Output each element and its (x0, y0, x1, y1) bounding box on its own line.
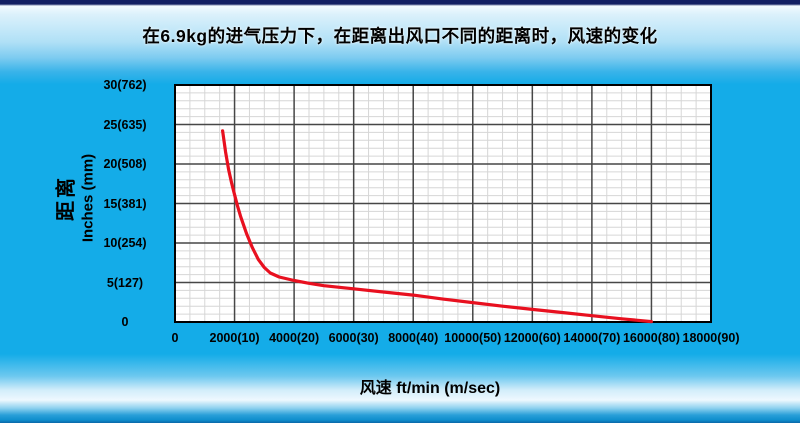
x-tick-label: 16000(80) (622, 331, 680, 345)
y-tick-label: 20(508) (103, 157, 147, 171)
x-axis-title: 风速 ft/min (m/sec) (359, 380, 501, 397)
x-tick-label: 10000(50) (444, 331, 502, 345)
x-tick-label: 2000(10) (209, 331, 260, 345)
y-tick-label: 25(635) (103, 117, 147, 132)
x-tick-label: 14000(70) (563, 331, 621, 345)
data-curve (221, 129, 654, 324)
y-tick-label: 15(381) (103, 196, 147, 211)
x-tick-label: 12000(60) (503, 331, 561, 345)
plot-border (174, 84, 712, 323)
chart-title: 在6.9kg的进气压力下，在距离出风口不同的距离时，风速的变化 (142, 26, 658, 46)
y-tick-label: 10(254) (103, 236, 147, 250)
x-tick-label: 6000(30) (328, 331, 379, 345)
x-tick-label: 8000(40) (388, 331, 439, 345)
y-tick-label: 5(127) (106, 275, 144, 290)
x-tick-label: 18000(90) (682, 331, 740, 345)
x-tick-label: 0 (171, 331, 179, 345)
x-tick-label: 4000(20) (269, 331, 320, 345)
y-tick-label: 0 (121, 315, 129, 329)
y-tick-label: 30(762) (103, 78, 147, 92)
